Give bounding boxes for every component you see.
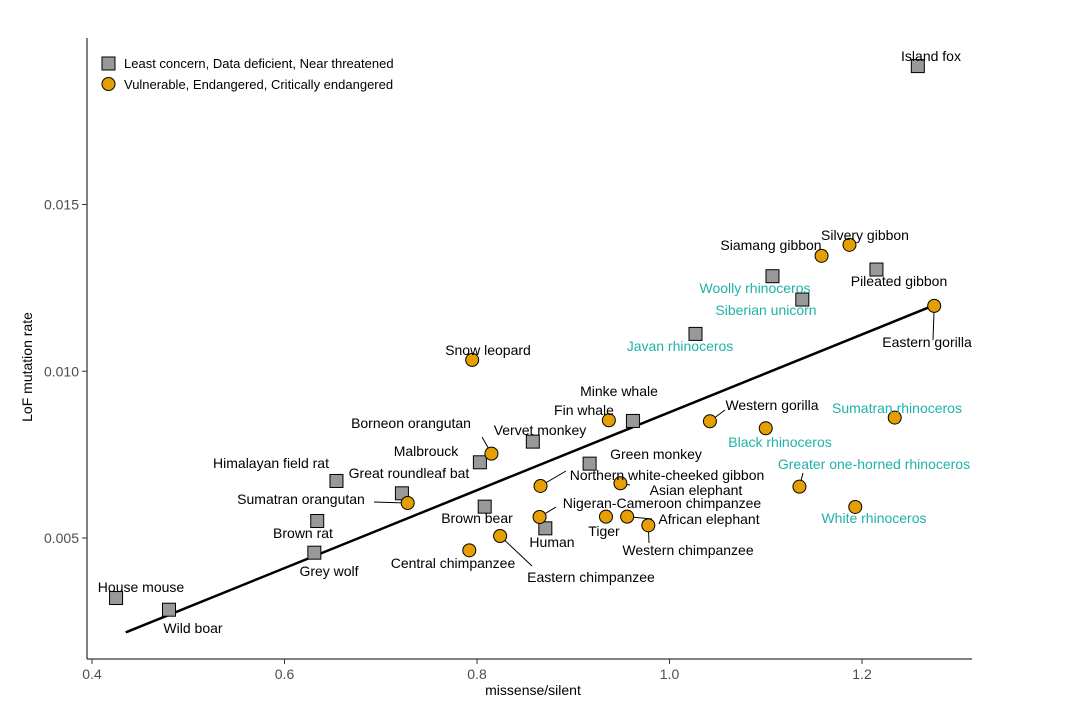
legend-square-marker (101, 56, 116, 71)
point-minke-whale (625, 413, 640, 428)
x-tick-label: 1.2 (852, 666, 872, 682)
label-western-gorilla: Western gorilla (725, 397, 818, 413)
label-borneon-orangutan: Borneon orangutan (351, 415, 471, 431)
label-sumatran-rhinoceros: Sumatran rhinoceros (832, 400, 962, 416)
point-white-rhinoceros (848, 499, 863, 514)
label-siamang-gibbon: Siamang gibbon (720, 237, 821, 253)
point-sumatran-orangutan (400, 495, 415, 510)
point-central-chimpanzee (462, 543, 477, 558)
point-greater-one-horned-rhinoceros (792, 479, 807, 494)
point-siamang-gibbon (765, 269, 780, 284)
point-grey-wolf (307, 545, 322, 560)
label-pileated-gibbon: Pileated gibbon (851, 273, 948, 289)
legend-label-concern: Least concern, Data deficient, Near thre… (124, 56, 394, 71)
label-silvery-gibbon: Silvery gibbon (821, 227, 909, 243)
point-brown-bear (477, 499, 492, 514)
point-borneon-orangutan (484, 446, 499, 461)
axis-ticks: 0.4 0.6 0.8 1.0 1.2 0.005 0.010 0.015 (44, 197, 872, 683)
point-black-rhinoceros (758, 421, 773, 436)
point-eastern-gorilla (927, 298, 942, 313)
point-pileated-gibbon (869, 262, 884, 277)
label-tiger: Tiger (588, 523, 620, 539)
point-asian-elephant (613, 476, 628, 491)
label-himalayan-field-rat: Himalayan field rat (213, 455, 329, 471)
point-african-elephant (620, 509, 635, 524)
label-western-chimpanzee: Western chimpanzee (622, 542, 753, 558)
label-nigeran-cameroon-chimpanzee: Nigeran-Cameroon chimpanzee (563, 495, 762, 511)
label-island-fox: Island fox (901, 48, 961, 64)
label-african-elephant: African elephant (658, 511, 759, 527)
label-central-chimpanzee: Central chimpanzee (391, 555, 516, 571)
x-tick-label: 1.0 (660, 666, 680, 682)
legend-circle-marker (101, 77, 116, 91)
y-tick-label: 0.015 (44, 197, 79, 213)
label-woolly-rhinoceros: Woolly rhinoceros (699, 280, 810, 296)
label-wild-boar: Wild boar (163, 620, 222, 636)
label-human: Human (529, 534, 574, 550)
legend-label-threatened: Vulnerable, Endangered, Critically endan… (124, 77, 393, 92)
label-minke-whale: Minke whale (580, 383, 658, 399)
label-brown-bear: Brown bear (441, 510, 513, 526)
legend: Least concern, Data deficient, Near thre… (101, 56, 394, 92)
label-siberian-unicorn: Siberian unicorn (715, 302, 816, 318)
label-great-roundleaf-bat: Great roundleaf bat (349, 465, 470, 481)
point-silvery-gibbon (842, 237, 857, 252)
point-tiger (598, 509, 613, 524)
point-eastern-chimpanzee (493, 528, 508, 543)
label-eastern-chimpanzee: Eastern chimpanzee (527, 569, 655, 585)
label-malbrouck: Malbrouck (394, 443, 460, 459)
point-northern-white-cheeked-gibbon (533, 478, 548, 493)
y-axis-title: LoF mutation rate (19, 312, 35, 422)
point-labels: Island fox Pileated gibbon Siamang gibbon W… (98, 48, 972, 636)
label-snow-leopard: Snow leopard (445, 342, 531, 358)
x-tick-label: 0.6 (275, 666, 295, 682)
point-woolly-rhinoceros (795, 292, 810, 307)
point-sumatran-rhinoceros (887, 410, 902, 425)
point-green-monkey (582, 456, 597, 471)
x-tick-label: 0.8 (467, 666, 487, 682)
point-fin-whale (601, 413, 616, 428)
label-house-mouse: House mouse (98, 579, 185, 595)
point-siberian-unicorn (814, 248, 829, 263)
point-brown-rat (310, 513, 325, 528)
point-human (538, 521, 553, 536)
point-vervet-monkey (525, 434, 540, 449)
leader-eastern-chimpanzee (499, 535, 533, 567)
label-vervet-monkey: Vervet monkey (494, 422, 587, 438)
point-malbrouck (472, 455, 487, 470)
label-javan-rhinoceros: Javan rhinoceros (627, 338, 734, 354)
point-javan-rhinoceros (688, 326, 703, 341)
label-eastern-gorilla: Eastern gorilla (882, 334, 972, 350)
axes (86, 38, 972, 660)
x-tick-label: 0.4 (82, 666, 102, 682)
label-black-rhinoceros: Black rhinoceros (728, 434, 832, 450)
point-snow-leopard (465, 352, 480, 367)
regression-line (125, 304, 935, 634)
label-greater-one-horned-rhinoceros: Greater one-horned rhinoceros (778, 456, 970, 472)
label-grey-wolf: Grey wolf (299, 563, 358, 579)
point-western-gorilla (702, 414, 717, 429)
label-sumatran-orangutan: Sumatran orangutan (237, 491, 365, 507)
y-tick-label: 0.005 (44, 530, 79, 546)
label-asian-elephant: Asian elephant (650, 482, 743, 498)
label-northern-white-cheeked-gibbon: Northern white-cheeked gibbon (570, 467, 765, 483)
y-tick-label: 0.010 (44, 363, 79, 379)
point-house-mouse (109, 591, 124, 606)
label-green-monkey: Green monkey (610, 446, 702, 462)
label-brown-rat: Brown rat (273, 525, 333, 541)
data-points (109, 59, 942, 617)
label-fin-whale: Fin whale (554, 402, 614, 418)
point-western-chimpanzee (641, 518, 656, 533)
label-white-rhinoceros: White rhinoceros (821, 510, 926, 526)
point-wild-boar (162, 602, 176, 617)
point-nigeran-cameroon-chimpanzee (532, 509, 547, 524)
x-axis-title: missense/silent (485, 682, 581, 698)
point-himalayan-field-rat (329, 473, 344, 488)
point-island-fox (910, 59, 925, 74)
